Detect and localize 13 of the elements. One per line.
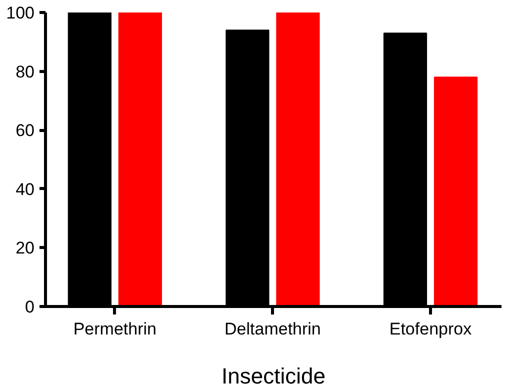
bar [434, 76, 478, 306]
y-tick-label: 40 [16, 180, 35, 199]
bar [118, 12, 162, 306]
x-axis-title: Insecticide [222, 364, 326, 388]
y-tick-label: 80 [16, 62, 35, 82]
y-tick-label: 100 [6, 4, 35, 22]
x-tick-label: Etofenprox [389, 320, 472, 338]
y-tick-label: 0 [25, 298, 35, 316]
bar [276, 12, 320, 306]
y-tick-label: 60 [16, 121, 35, 140]
x-tick-label: Permethrin [73, 320, 156, 338]
y-tick-label: 20 [16, 238, 35, 258]
x-tick-label: Deltamethrin [224, 320, 321, 338]
